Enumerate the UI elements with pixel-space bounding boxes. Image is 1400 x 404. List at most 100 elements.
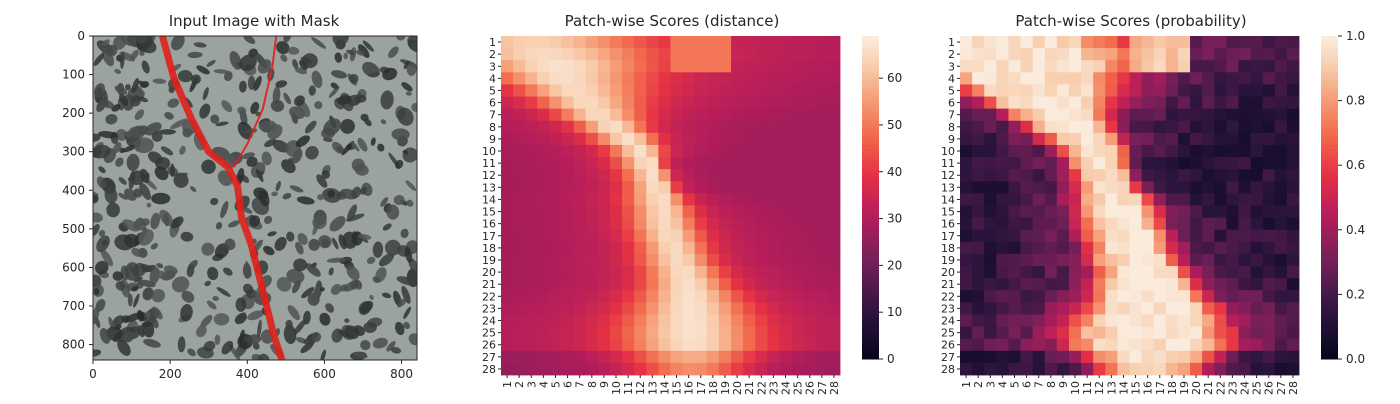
heatmap-cell — [1202, 205, 1215, 219]
heatmap-cell — [1081, 290, 1094, 303]
heatmap-cell — [1081, 48, 1094, 61]
heatmap-cell — [815, 290, 829, 303]
heatmap-cell — [694, 120, 708, 134]
heatmap-cell — [573, 253, 587, 267]
heatmap-cell — [984, 338, 997, 352]
heatmap-cell — [1020, 326, 1034, 340]
colorbar-segment — [1321, 40, 1338, 45]
aggregate-speck — [98, 229, 106, 237]
heatmap-cell — [1274, 217, 1288, 231]
aggregate-speck — [171, 276, 190, 293]
heatmap-cell — [743, 266, 756, 279]
heatmap-cell — [1190, 253, 1203, 267]
colorbar-segment — [862, 338, 879, 344]
aggregate-speck — [133, 217, 144, 230]
colorbar-segment — [862, 44, 879, 49]
heatmap-cell — [706, 266, 720, 279]
heatmap-cell — [1202, 266, 1215, 279]
heatmap-cell — [646, 72, 659, 85]
heatmap-cell — [1032, 120, 1046, 134]
heatmap-cell — [1250, 169, 1264, 182]
heatmap-cell — [694, 314, 708, 327]
heatmap-cell — [1250, 278, 1264, 291]
colorbar-segment — [862, 233, 879, 239]
heatmap-cell — [1093, 229, 1106, 243]
aggregate-speck — [286, 268, 305, 284]
crack-mask-branch — [232, 36, 278, 168]
heatmap-cell — [743, 326, 756, 340]
heatmap-cell — [755, 326, 768, 340]
heatmap-cell — [779, 132, 792, 146]
heatmap-cell — [791, 229, 805, 243]
heatmap-cell — [1117, 362, 1130, 376]
heatmap-cell — [609, 120, 623, 134]
heatmap-cell — [1068, 326, 1082, 340]
aggregate-speck — [328, 267, 334, 276]
x-tick-label: 13 — [1105, 381, 1118, 395]
aggregate-speck — [105, 113, 118, 125]
colorbar-segment — [862, 189, 879, 194]
heatmap-cell — [1032, 278, 1046, 291]
aggregate-speck — [119, 93, 129, 106]
colorbar-segment — [862, 185, 879, 190]
heatmap-cell — [1262, 241, 1276, 255]
y-tick-label: 12 — [941, 169, 955, 182]
heatmap-cell — [1286, 84, 1300, 97]
heatmap-cell — [1056, 217, 1070, 231]
heatmap-cell — [1141, 229, 1155, 243]
heatmap-cell — [1117, 338, 1130, 352]
heatmap-cell — [960, 108, 973, 122]
heatmap-cell — [622, 253, 635, 267]
heatmap-cell — [1068, 338, 1082, 352]
heatmap-cell — [1190, 108, 1203, 122]
colorbar-segment — [862, 205, 879, 211]
colorbar-segment — [862, 209, 879, 215]
heatmap-cell — [1044, 241, 1058, 255]
heatmap-cell — [622, 278, 635, 291]
heatmap-cell — [646, 253, 659, 267]
heatmap-cell — [658, 338, 671, 352]
heatmap-cell — [622, 132, 635, 146]
heatmap-cell — [1105, 169, 1118, 182]
heatmap-cell — [1129, 278, 1143, 291]
y-tick-label: 700 — [62, 299, 85, 313]
heatmap-cell — [1153, 132, 1167, 146]
aggregate-speck — [322, 137, 333, 142]
heatmap-cell — [1202, 84, 1215, 97]
y-tick-label: 15 — [941, 206, 955, 219]
heatmap-cell — [597, 96, 611, 110]
heatmap-cell — [1274, 181, 1288, 194]
aggregate-speck — [394, 321, 405, 336]
heatmap-cell — [718, 84, 732, 97]
aggregate-speck — [191, 74, 201, 85]
aggregate-speck — [106, 202, 120, 218]
heatmap-cell — [1262, 193, 1276, 206]
heatmap-cell — [1008, 314, 1021, 327]
aggregate-speck — [224, 238, 236, 251]
heatmap-cell — [1105, 253, 1118, 267]
aggregate-speck — [406, 62, 417, 76]
colorbar-tick-label: 0.2 — [1346, 287, 1365, 301]
aggregate-speck — [312, 215, 327, 230]
heatmap-cell — [1190, 84, 1203, 97]
heatmap-cell — [1286, 266, 1300, 279]
heatmap-cell — [1274, 157, 1288, 170]
heatmap-cell — [1032, 253, 1046, 267]
aggregate-speck — [138, 229, 154, 246]
heatmap-cell — [1129, 36, 1143, 49]
heatmap-cell — [1165, 144, 1179, 158]
heatmap-cell — [1008, 72, 1021, 85]
heatmap-cell — [1141, 60, 1155, 73]
heatmap-cell — [731, 72, 744, 85]
heatmap-cell — [573, 132, 587, 146]
heatmap-cell — [972, 302, 985, 315]
heatmap-cell — [513, 60, 526, 73]
heatmap-cell — [1226, 241, 1239, 255]
heatmap-cell — [549, 266, 562, 279]
heatmap-cell — [779, 36, 792, 49]
aggregate-speck — [93, 144, 111, 159]
heatmap-cell — [1214, 241, 1227, 255]
heatmap-cell — [1056, 120, 1070, 134]
heatmap-cell — [1190, 302, 1203, 315]
heatmap-cell — [996, 290, 1009, 303]
